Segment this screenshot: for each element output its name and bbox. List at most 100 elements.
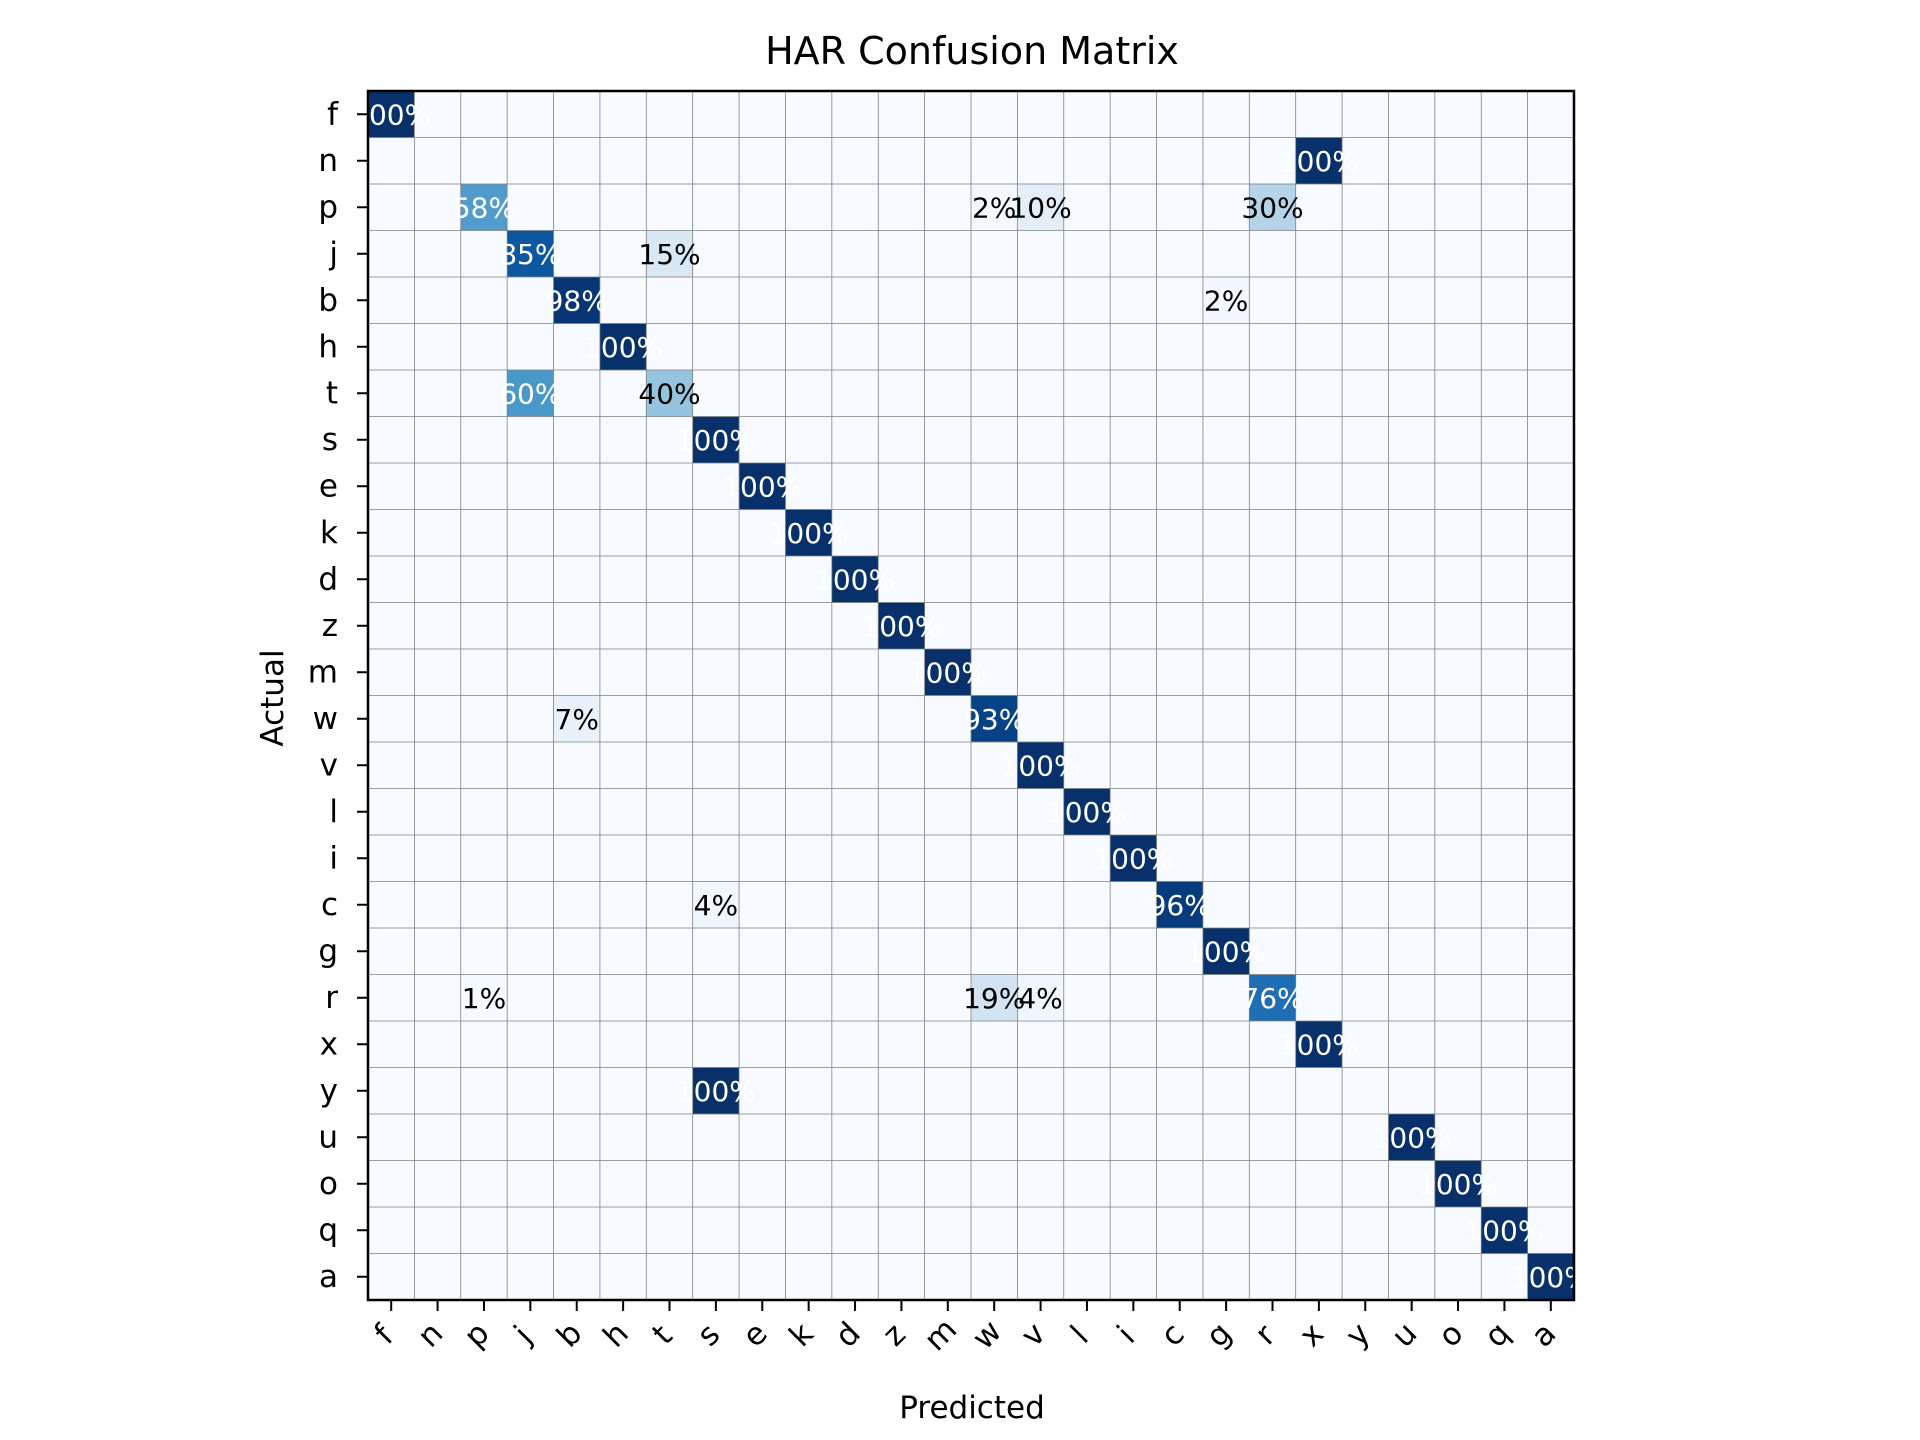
cell-value-label: 100% <box>815 563 895 596</box>
y-tick-label: j <box>328 236 338 272</box>
plot-area: 100%100%58% 2%10% 30%85% 15%98% 2%100%60% 40%… <box>308 89 1576 1358</box>
x-tick-label: s <box>690 1316 727 1353</box>
cell-f-f <box>368 91 415 138</box>
x-axis-label: Predicted <box>899 1390 1045 1426</box>
y-tick-label: e <box>319 468 338 504</box>
y-tick-label: a <box>319 1259 338 1295</box>
y-tick-label: y <box>320 1073 338 1109</box>
cell-o-o <box>1434 1160 1482 1207</box>
cell-value-label: 93% <box>963 703 1025 736</box>
cell-value-label: 100% <box>1093 842 1173 875</box>
cell-i-i <box>1110 835 1157 882</box>
y-tick-label: v <box>320 747 338 783</box>
y-tick-label: i <box>329 840 338 876</box>
cell-value-label: 4% <box>1018 982 1062 1015</box>
cell-value-label: 100% <box>769 517 849 550</box>
x-tick-label: u <box>1385 1315 1424 1354</box>
cell-value-label: 100% <box>1418 1168 1498 1201</box>
y-axis-label: Actual <box>255 649 291 746</box>
cell-w-b <box>553 695 600 742</box>
x-tick-label: g <box>1199 1315 1238 1354</box>
x-tick-label: k <box>783 1316 821 1354</box>
chart-title: HAR Confusion Matrix <box>765 29 1179 73</box>
cell-z-z <box>878 602 925 649</box>
cell-h-h <box>599 323 647 370</box>
cell-c-s <box>692 881 740 928</box>
cell-t-t <box>646 370 693 417</box>
cell-value-label: 100% <box>583 331 663 364</box>
y-tick-label: f <box>327 96 339 132</box>
cell-u-u <box>1388 1114 1435 1161</box>
cell-v-v <box>1017 742 1064 789</box>
x-tick-label: t <box>645 1318 679 1352</box>
cell-m-m <box>924 649 971 696</box>
x-tick-label: j <box>507 1319 539 1351</box>
cell-value-label: 100% <box>676 424 756 457</box>
cell-value-label: 4% <box>694 889 738 922</box>
cell-d-d <box>831 556 879 603</box>
x-tick-label: f <box>368 1318 402 1352</box>
y-tick-label: c <box>321 887 338 923</box>
x-tick-label: w <box>965 1313 1008 1356</box>
cell-g-g <box>1202 928 1250 975</box>
y-tick-label: u <box>318 1119 338 1155</box>
x-tick-label: y <box>1339 1316 1377 1354</box>
cell-value-label: 10% <box>1009 191 1071 224</box>
y-tick-label: x <box>320 1026 338 1062</box>
x-tick-label: p <box>457 1315 496 1354</box>
cell-j-t <box>646 230 693 277</box>
x-tick-label: d <box>828 1315 867 1354</box>
cell-value-label: 100% <box>908 656 988 689</box>
cell-c-c <box>1156 881 1203 928</box>
cell-e-e <box>739 463 786 510</box>
cell-value-label: 2% <box>1204 284 1248 317</box>
cell-q-q <box>1481 1207 1528 1254</box>
cell-n-x <box>1295 137 1343 184</box>
cell-p-v <box>1017 184 1064 231</box>
cell-k-k <box>785 509 832 556</box>
cell-j-j <box>507 230 554 277</box>
y-tick-label: l <box>329 794 338 830</box>
x-tick-label: x <box>1293 1316 1331 1354</box>
y-tick-label: k <box>320 515 338 551</box>
cell-value-label: 2% <box>972 191 1016 224</box>
cell-s-s <box>692 416 740 463</box>
x-tick-label: q <box>1478 1315 1517 1354</box>
cell-b-b <box>553 277 600 324</box>
y-tick-label: b <box>318 282 338 318</box>
y-tick-label: d <box>318 561 338 597</box>
x-tick-label: h <box>596 1315 635 1354</box>
y-tick-label: h <box>318 329 338 365</box>
cell-p-p <box>460 184 508 231</box>
x-tick-label: a <box>1524 1315 1563 1354</box>
cell-r-w <box>971 974 1018 1021</box>
cell-value-label: 100% <box>1279 1028 1359 1061</box>
x-tick-label: r <box>1248 1318 1283 1353</box>
cell-r-v <box>1017 974 1064 1021</box>
cell-value-label: 98% <box>546 284 608 317</box>
cell-value-label: 100% <box>351 98 431 131</box>
cell-value-label: 15% <box>638 238 700 271</box>
cell-value-label: 7% <box>555 703 599 736</box>
plot-frame <box>366 89 1576 1302</box>
x-tick-label: c <box>1154 1316 1192 1354</box>
x-tick-label: i <box>1110 1319 1142 1351</box>
cell-value-label: 60% <box>499 377 561 410</box>
cell-value-label: 58% <box>453 191 515 224</box>
x-tick-label: l <box>1064 1319 1096 1351</box>
cell-value-label: 100% <box>676 1075 756 1108</box>
cell-value-label: 100% <box>1464 1214 1544 1247</box>
cell-value-label: 96% <box>1149 889 1211 922</box>
cell-a-a <box>1527 1253 1574 1300</box>
y-tick-label: g <box>318 933 338 969</box>
cell-p-w <box>971 184 1018 231</box>
cell-value-label: 1% <box>462 982 506 1015</box>
y-tick-label: o <box>319 1166 338 1202</box>
y-tick-label: t <box>326 375 338 411</box>
cell-value-label: 19% <box>963 982 1025 1015</box>
y-tick-label: m <box>308 654 338 690</box>
cell-value-label: 100% <box>1047 796 1127 829</box>
cell-p-r <box>1249 184 1296 231</box>
cell-w-w <box>971 695 1018 742</box>
x-tick-label: o <box>1432 1315 1471 1354</box>
